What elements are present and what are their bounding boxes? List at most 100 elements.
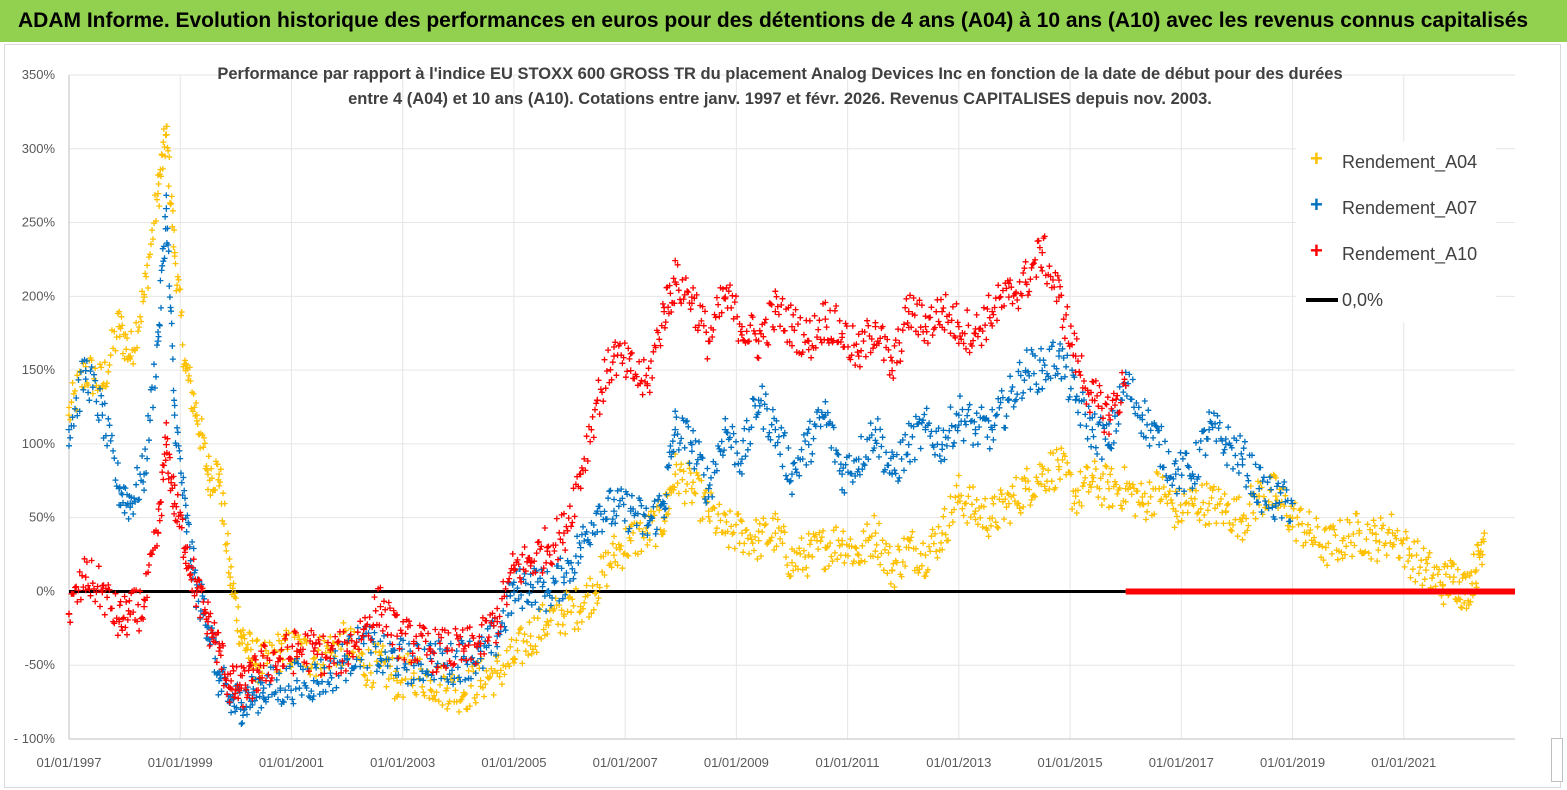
data-point: + [837, 327, 846, 340]
data-point: + [192, 585, 201, 598]
series-rendement-a07: + + + + + + + + + + + + + + + + + + + + + + + + + + + + + + + + + + + + + + + +… [64, 192, 1297, 727]
data-point: + [292, 674, 301, 687]
data-point: + [576, 541, 585, 554]
plus-marker-icon: + [1310, 192, 1323, 217]
data-point: + [921, 320, 930, 333]
data-point: + [854, 349, 863, 362]
report-banner-title: ADAM Informe. Evolution historique des p… [0, 0, 1567, 42]
data-point: + [509, 652, 518, 665]
data-point: + [543, 615, 552, 628]
data-point: + [476, 652, 485, 665]
y-tick-label: - 100% [14, 731, 56, 746]
data-point: + [1388, 526, 1397, 539]
y-tick-label: 250% [22, 215, 56, 230]
data-point: + [821, 312, 830, 325]
data-point: + [259, 659, 268, 672]
data-point: + [1255, 482, 1264, 495]
data-point: + [1088, 475, 1097, 488]
data-point: + [837, 534, 846, 547]
data-point: + [1104, 438, 1113, 451]
data-point: + [203, 615, 212, 628]
data-point: + [687, 290, 696, 303]
data-point: + [98, 408, 107, 421]
data-point: + [593, 578, 602, 591]
x-tick-label: 01/01/2007 [593, 755, 658, 770]
data-point: + [409, 667, 418, 680]
data-point: + [526, 630, 535, 643]
plus-marker-icon: + [1310, 146, 1323, 171]
data-point: + [1480, 526, 1489, 539]
data-point: + [226, 681, 235, 694]
x-tick-label: 01/01/2011 [816, 755, 880, 770]
resize-handle[interactable] [1551, 738, 1563, 782]
plot-area: + + + + + + + + + + + + + + + + + + + + + + + + + + + + + + + + + + + + + + + +… [64, 123, 1515, 727]
data-point: + [1138, 497, 1147, 510]
data-point: + [192, 585, 201, 598]
data-point: + [292, 644, 301, 657]
data-point-cloud [66, 233, 1128, 710]
data-point: + [1371, 534, 1380, 547]
data-point: + [687, 482, 696, 495]
data-point: + [326, 652, 335, 665]
data-point: + [887, 467, 896, 480]
data-point: + [1449, 571, 1458, 584]
data-point: + [1255, 490, 1264, 503]
data-point: + [409, 659, 418, 672]
data-point: + [593, 504, 602, 517]
data-point: + [292, 644, 301, 657]
data-point: + [904, 305, 913, 318]
data-point: + [181, 364, 190, 377]
data-point: + [170, 408, 179, 421]
data-point: + [64, 408, 73, 421]
data-point: + [1004, 497, 1013, 510]
data-point: + [871, 423, 880, 436]
data-point: + [114, 482, 123, 495]
data-point: + [493, 667, 502, 680]
data-point: + [1121, 379, 1130, 392]
data-point: + [114, 320, 123, 333]
data-point: + [1071, 490, 1080, 503]
data-point: + [543, 541, 552, 554]
data-point: + [626, 534, 635, 547]
data-point: + [787, 320, 796, 333]
data-point: + [687, 438, 696, 451]
x-tick-label: 01/01/2021 [1371, 755, 1436, 770]
x-tick-label: 01/01/1999 [148, 755, 213, 770]
data-point: + [754, 335, 763, 348]
data-point: + [181, 512, 190, 525]
y-tick-label: 200% [22, 288, 56, 303]
y-tick-label: -50% [25, 657, 56, 672]
data-point: + [771, 526, 780, 539]
data-point: + [526, 578, 535, 591]
data-point: + [443, 659, 452, 672]
data-point: + [609, 549, 618, 562]
data-point: + [326, 667, 335, 680]
data-point: + [1054, 349, 1063, 362]
data-point: + [393, 674, 402, 687]
plus-marker-icon: + [1310, 238, 1323, 263]
data-point: + [493, 630, 502, 643]
y-axis: - 100% -50% 0% 50% 100% 150% 200% 250% 300% 350% [14, 67, 70, 746]
data-point: + [1038, 364, 1047, 377]
legend-label-zero: 0,0% [1342, 290, 1384, 310]
data-point: + [954, 320, 963, 333]
data-point: + [1321, 541, 1330, 554]
legend-label-a07: Rendement_A07 [1342, 198, 1478, 218]
data-point: + [81, 364, 90, 377]
line-marker-icon [1306, 298, 1338, 302]
data-point: + [559, 526, 568, 539]
data-point: + [971, 504, 980, 517]
data-point: + [493, 615, 502, 628]
series-rendement-a10: + + + + + + + + + + + + + + + + + + + + + + + + + + + + + + + + + + + + + + + +… [64, 233, 1130, 710]
data-point: + [153, 335, 162, 348]
data-point: + [971, 423, 980, 436]
data-point: + [771, 423, 780, 436]
series-rendement-a04: + + + + + + + + + + + + + + + + + + + + + + + + + + + + + + + + + + + + + + + +… [64, 123, 1489, 715]
data-point: + [954, 408, 963, 421]
data-point: + [671, 423, 680, 436]
data-point: + [1104, 482, 1113, 495]
data-point: + [192, 408, 201, 421]
data-point: + [1088, 423, 1097, 436]
data-point: + [359, 637, 368, 650]
data-point: + [1104, 408, 1113, 421]
